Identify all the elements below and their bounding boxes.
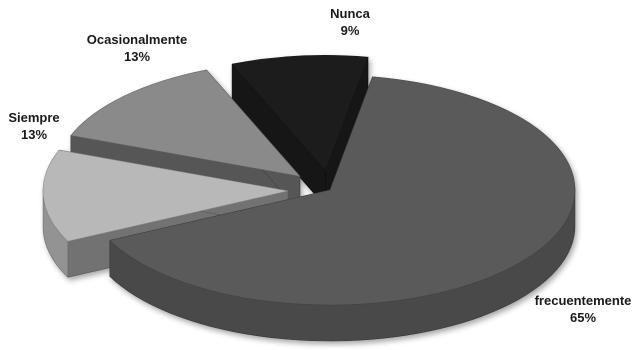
slice-value-frecuentemente: 65% [570,310,596,325]
slice-label-siempre: Siempre [8,110,59,125]
slice-value-nunca: 9% [341,23,360,38]
slice-top-frecuentemente [109,76,576,306]
slice-top-nunca [231,55,369,171]
slice-label-frecuentemente: frecuentemente [535,293,632,308]
pie-slice-nunca [231,55,369,207]
slice-value-ocasionalmente: 13% [124,49,150,64]
slice-top-siempre [42,149,289,242]
slice-label-nunca: Nunca [330,6,371,21]
pie-slice-frecuentemente [109,76,576,342]
slice-value-siempre: 13% [21,127,47,142]
slice-top-ocasionalmente [70,69,301,177]
slice-label-ocasionalmente: Ocasionalmente [87,32,187,47]
